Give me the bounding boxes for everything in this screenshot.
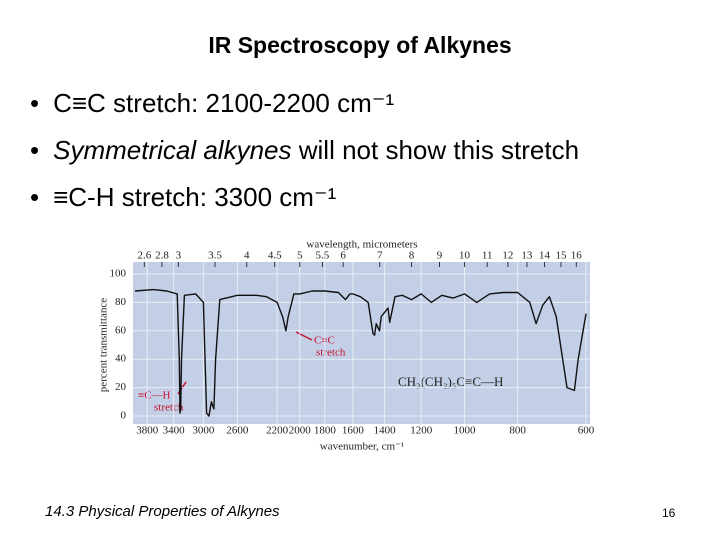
slide-title: IR Spectroscopy of Alkynes [208, 32, 512, 58]
x2-tick-label: 2.8 [155, 250, 169, 262]
x2-tick-label: 5.5 [316, 250, 330, 262]
x-tick-label: 2000 [289, 425, 312, 437]
bullet-emphasis: Symmetrical alkynes [53, 135, 292, 165]
bullet: ≡C-H stretch: 3300 cm⁻¹ [30, 182, 579, 229]
x2-tick-label: 3.5 [208, 250, 222, 262]
x2-tick-label: 5 [297, 250, 303, 262]
x2-tick-label: 14 [539, 250, 551, 262]
bullet-list: C≡C stretch: 2100-2200 cm⁻¹ Symmetrical … [30, 88, 579, 229]
y-tick-label: 0 [121, 410, 127, 422]
bullet-text: will not show this stretch [298, 135, 580, 165]
x2-tick-label: 10 [459, 250, 471, 262]
spectrum-line [134, 288, 587, 417]
x2-tick-label: 4.5 [268, 250, 282, 262]
annotation: CH₃(CH₂)₅C≡C—H [398, 374, 503, 389]
annotation: stretch [154, 402, 184, 414]
x-axis-label: wavenumber, cm⁻¹ [320, 441, 404, 453]
x2-tick-label: 7 [377, 250, 383, 262]
x-tick-label: 1600 [342, 425, 365, 437]
y-tick-label: 60 [115, 324, 127, 336]
arrow [295, 331, 313, 341]
x-tick-label: 3000 [192, 425, 215, 437]
x2-tick-label: 15 [555, 250, 567, 262]
x2-tick-label: 13 [521, 250, 533, 262]
bullet-text: ≡C-H stretch: 3300 cm⁻¹ [53, 182, 337, 212]
annotation: stretch [316, 347, 346, 359]
x-tick-label: 2200 [266, 425, 289, 437]
bullet: C≡C stretch: 2100-2200 cm⁻¹ [30, 88, 579, 135]
y-tick-label: 80 [115, 296, 127, 308]
y-tick-label: 20 [115, 381, 127, 393]
plot-background [133, 262, 590, 424]
x2-tick-label: 16 [571, 250, 583, 262]
x2-axis-label: wavelength, micrometers [306, 239, 417, 251]
x-tick-label: 1800 [314, 425, 337, 437]
x2-tick-label: 12 [502, 250, 513, 262]
x2-tick-label: 4 [244, 250, 250, 262]
x2-tick-label: 6 [340, 250, 346, 262]
x-tick-label: 2600 [226, 425, 249, 437]
x2-tick-label: 8 [409, 250, 415, 262]
bullet: Symmetrical alkynes will not show this s… [30, 135, 579, 182]
x-tick-label: 1200 [410, 425, 433, 437]
page-number: 16 [662, 506, 676, 520]
annotation: ≡C—H [138, 390, 171, 402]
x2-tick-label: 2.6 [137, 250, 151, 262]
y-tick-label: 40 [115, 353, 127, 365]
x-tick-label: 3400 [163, 425, 186, 437]
x-tick-label: 1400 [374, 425, 397, 437]
x2-tick-label: 9 [437, 250, 443, 262]
footer: 14.3 Physical Properties of Alkynes [45, 503, 280, 520]
bullet-text: C≡C stretch: 2100-2200 cm⁻¹ [53, 88, 395, 118]
x-tick-label: 600 [578, 425, 595, 437]
y-tick-label: 100 [110, 268, 127, 280]
x-tick-label: 3800 [136, 425, 159, 437]
x2-tick-label: 11 [482, 250, 493, 262]
x2-tick-label: 3 [176, 250, 182, 262]
x-tick-label: 1000 [454, 425, 477, 437]
y-axis-label: percent transmittance [98, 298, 110, 392]
x-tick-label: 800 [509, 425, 526, 437]
